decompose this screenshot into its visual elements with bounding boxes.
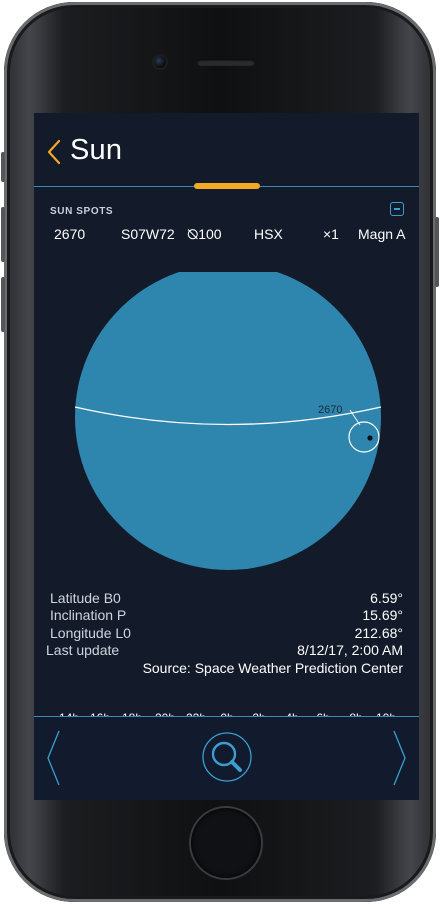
data-source: Source: Space Weather Prediction Center bbox=[142, 660, 403, 676]
timeline-divider bbox=[34, 716, 419, 717]
hour-tick[interactable]: 18h bbox=[122, 711, 142, 717]
magnifier-icon[interactable] bbox=[201, 731, 253, 783]
hour-tick[interactable]: 8h bbox=[349, 711, 362, 717]
page-indicator[interactable] bbox=[194, 183, 260, 189]
volume-down-button bbox=[1, 277, 5, 332]
solar-equator bbox=[74, 406, 382, 426]
last-update-value: 8/12/17, 2:00 AM bbox=[297, 642, 403, 658]
nav-header: Sun bbox=[34, 113, 419, 193]
longitude-value: 212.68° bbox=[354, 625, 403, 641]
hour-tick[interactable]: 16h bbox=[90, 711, 110, 717]
sunspot-count: ×1 bbox=[323, 226, 339, 242]
page-title: Sun bbox=[70, 134, 123, 166]
app-screen: Sun SUN SPOTS 2670 S07W72 ⦰100 HSX ×1 Ma… bbox=[34, 113, 419, 800]
longitude-label: Longitude L0 bbox=[50, 625, 131, 641]
hour-tick[interactable]: 0h bbox=[220, 711, 233, 717]
inclination-value: 15.69° bbox=[362, 607, 403, 623]
hour-tick[interactable]: 10h bbox=[376, 711, 396, 717]
hour-timeline[interactable]: 14h 16h 18h 20h 22h 0h 2h 4h 6h 8h 10h bbox=[34, 711, 419, 717]
sunspot-leader-line bbox=[349, 409, 361, 426]
hour-tick[interactable]: 22h bbox=[186, 711, 206, 717]
chevron-right-icon[interactable] bbox=[392, 729, 408, 787]
inclination-label: Inclination P bbox=[50, 607, 127, 623]
hour-tick[interactable]: 14h bbox=[59, 711, 79, 717]
hour-tick[interactable]: 20h bbox=[155, 711, 175, 717]
volume-up-button bbox=[1, 207, 5, 262]
latitude-value: 6.59° bbox=[370, 590, 403, 606]
sun-disk-diagram: 2670 bbox=[74, 272, 382, 570]
sunspot-class: HSX bbox=[254, 226, 283, 242]
chevron-left-icon[interactable] bbox=[46, 137, 62, 167]
sunspot-disk-label: 2670 bbox=[318, 404, 342, 416]
power-button bbox=[435, 217, 439, 287]
silent-switch bbox=[1, 152, 5, 182]
sunspot-location: S07W72 bbox=[121, 226, 175, 242]
sunspot-marker bbox=[367, 435, 373, 441]
bottom-toolbar bbox=[34, 717, 419, 800]
sun-disk bbox=[75, 272, 381, 570]
front-camera bbox=[154, 56, 166, 68]
sunspot-number: 2670 bbox=[54, 226, 86, 242]
home-button[interactable] bbox=[191, 808, 261, 878]
hour-tick[interactable]: 4h bbox=[285, 711, 298, 717]
sunspot-highlight-circle[interactable] bbox=[348, 421, 380, 453]
section-title: SUN SPOTS bbox=[50, 206, 114, 217]
sunspot-magnetic-class: Magn A bbox=[358, 226, 406, 242]
hour-tick[interactable]: 6h bbox=[316, 711, 329, 717]
chevron-left-icon[interactable] bbox=[45, 729, 61, 787]
minus-square-icon[interactable] bbox=[390, 202, 404, 216]
earpiece-speaker bbox=[197, 59, 255, 66]
last-update-label: Last update bbox=[46, 642, 120, 658]
sunspot-area: ⦰100 bbox=[187, 226, 222, 242]
hour-tick[interactable]: 2h bbox=[252, 711, 265, 717]
latitude-label: Latitude B0 bbox=[50, 590, 121, 606]
